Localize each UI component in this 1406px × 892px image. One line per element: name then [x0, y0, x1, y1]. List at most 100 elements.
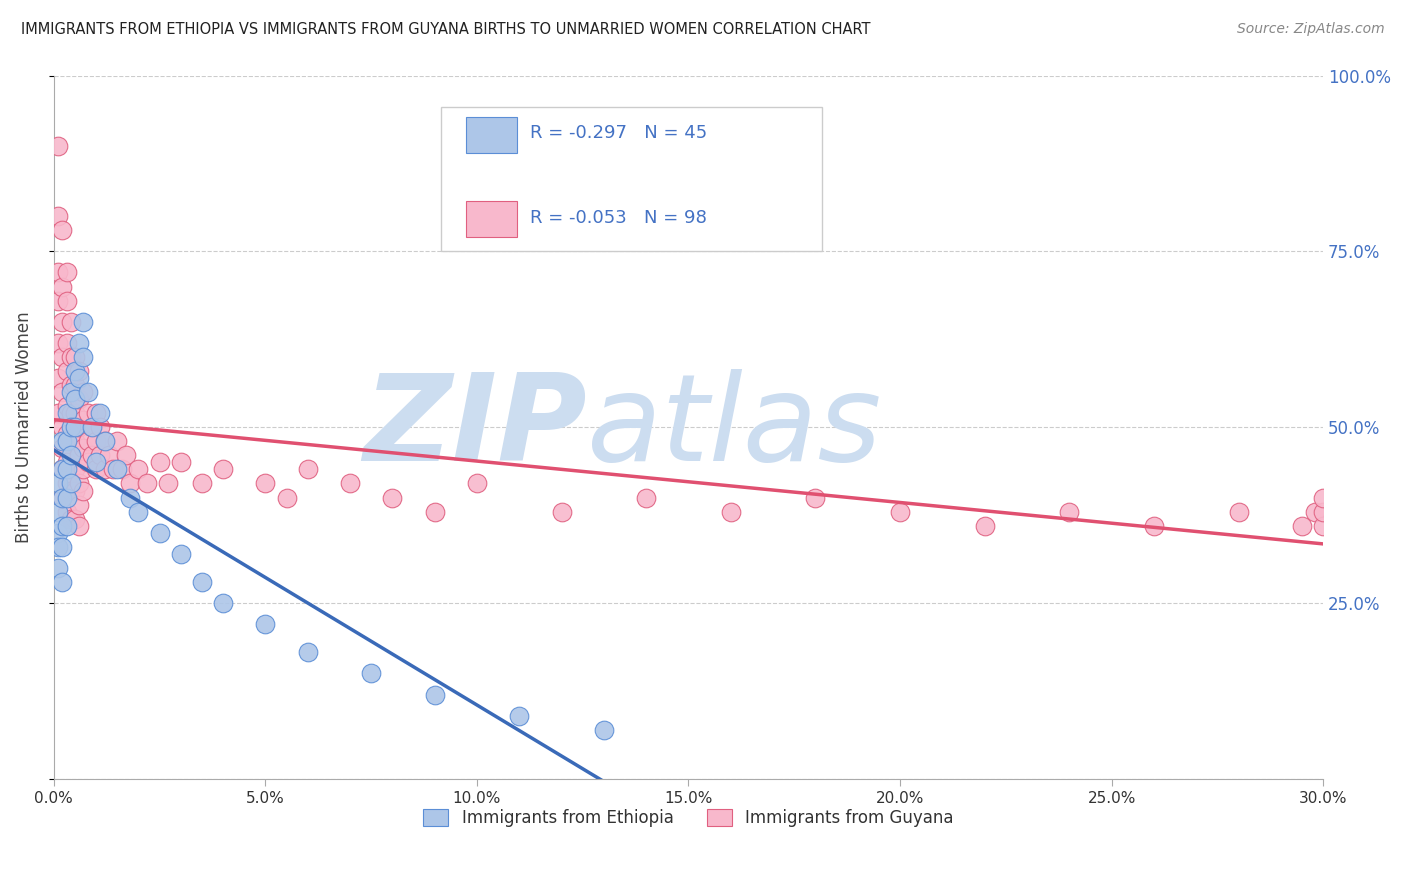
- Point: [212, 462, 235, 476]
- Point: [72, 315, 94, 329]
- Point: [46, 335, 69, 350]
- Point: [59, 350, 82, 364]
- Point: [59, 406, 82, 420]
- Point: [423, 505, 446, 519]
- Point: [55, 265, 77, 279]
- Point: [55, 293, 77, 308]
- Point: [46, 293, 69, 308]
- Point: [59, 434, 82, 449]
- Point: [55, 505, 77, 519]
- Point: [67, 335, 90, 350]
- Point: [89, 420, 111, 434]
- Y-axis label: Births to Unmarried Women: Births to Unmarried Women: [15, 311, 32, 543]
- Point: [170, 455, 193, 469]
- Point: [46, 540, 69, 554]
- Point: [84, 406, 107, 420]
- Point: [804, 491, 827, 505]
- Point: [297, 645, 319, 659]
- Point: [276, 491, 298, 505]
- Point: [1312, 518, 1334, 533]
- Point: [59, 385, 82, 400]
- Point: [51, 315, 73, 329]
- Point: [63, 364, 86, 378]
- Point: [55, 462, 77, 476]
- Point: [191, 574, 214, 589]
- Point: [55, 406, 77, 420]
- Point: [84, 434, 107, 449]
- Point: [51, 574, 73, 589]
- Point: [67, 371, 90, 385]
- Point: [72, 483, 94, 498]
- Point: [51, 350, 73, 364]
- Point: [360, 666, 382, 681]
- FancyBboxPatch shape: [467, 117, 517, 153]
- Point: [59, 511, 82, 525]
- Point: [51, 434, 73, 449]
- Point: [67, 448, 90, 462]
- Point: [97, 448, 120, 462]
- Point: [51, 442, 73, 456]
- Point: [46, 476, 69, 491]
- Point: [46, 525, 69, 540]
- Point: [114, 448, 136, 462]
- Point: [46, 139, 69, 153]
- Point: [93, 434, 115, 449]
- Point: [1143, 518, 1166, 533]
- Point: [55, 476, 77, 491]
- Point: [67, 476, 90, 491]
- Point: [550, 505, 572, 519]
- Point: [59, 483, 82, 498]
- Point: [127, 462, 149, 476]
- Point: [1312, 505, 1334, 519]
- Text: R = -0.053   N = 98: R = -0.053 N = 98: [530, 209, 707, 227]
- Point: [157, 476, 180, 491]
- Point: [63, 406, 86, 420]
- Point: [51, 491, 73, 505]
- Point: [93, 434, 115, 449]
- Point: [1291, 518, 1313, 533]
- Point: [46, 406, 69, 420]
- Point: [67, 498, 90, 512]
- FancyBboxPatch shape: [441, 107, 821, 252]
- Point: [72, 413, 94, 427]
- Point: [63, 434, 86, 449]
- Text: Source: ZipAtlas.com: Source: ZipAtlas.com: [1237, 22, 1385, 37]
- Point: [93, 462, 115, 476]
- Point: [51, 223, 73, 237]
- Point: [423, 688, 446, 702]
- Point: [84, 462, 107, 476]
- Point: [212, 596, 235, 610]
- Point: [84, 455, 107, 469]
- Point: [63, 483, 86, 498]
- Point: [67, 364, 90, 378]
- Point: [67, 420, 90, 434]
- Point: [254, 617, 277, 632]
- Point: [59, 462, 82, 476]
- Point: [508, 708, 530, 723]
- Point: [80, 420, 103, 434]
- Point: [46, 561, 69, 575]
- Point: [76, 385, 98, 400]
- Point: [297, 462, 319, 476]
- Point: [89, 448, 111, 462]
- Point: [55, 399, 77, 413]
- Point: [105, 462, 128, 476]
- Point: [46, 265, 69, 279]
- Point: [76, 455, 98, 469]
- FancyBboxPatch shape: [467, 202, 517, 237]
- Point: [46, 505, 69, 519]
- Point: [59, 315, 82, 329]
- Text: ZIP: ZIP: [363, 368, 586, 486]
- Point: [51, 491, 73, 505]
- Point: [118, 491, 141, 505]
- Text: atlas: atlas: [586, 368, 883, 486]
- Point: [149, 455, 172, 469]
- Point: [127, 505, 149, 519]
- Point: [55, 455, 77, 469]
- Point: [55, 335, 77, 350]
- Point: [720, 505, 742, 519]
- Point: [51, 385, 73, 400]
- Point: [1059, 505, 1081, 519]
- Point: [1227, 505, 1250, 519]
- Point: [67, 392, 90, 406]
